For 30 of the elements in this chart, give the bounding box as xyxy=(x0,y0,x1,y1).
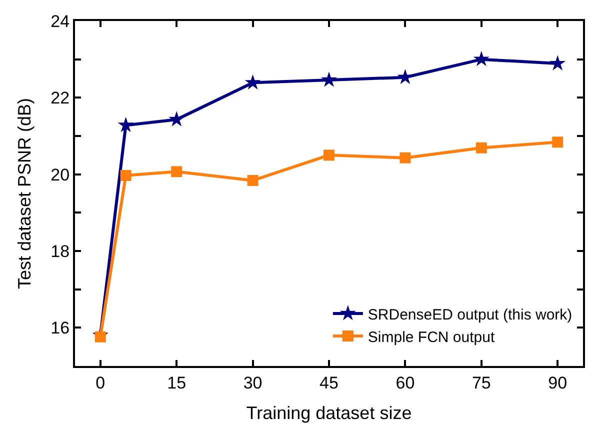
point xyxy=(324,150,334,161)
x-tick-label: 90 xyxy=(548,373,568,392)
point xyxy=(118,116,134,132)
y-tick-label: 22 xyxy=(50,88,70,108)
x-tick-label: 75 xyxy=(472,373,491,392)
point xyxy=(476,142,487,154)
point xyxy=(94,331,106,342)
x-tick-label: 30 xyxy=(243,373,262,392)
point xyxy=(120,170,132,181)
y-tick-label: 16 xyxy=(50,318,70,338)
point xyxy=(321,72,337,87)
y-tick-label: 18 xyxy=(50,242,70,261)
y-axis-title: Test dataset PSNR (dB) xyxy=(14,98,34,290)
x-axis-title: Training dataset size xyxy=(246,403,412,423)
x-tick-label: 60 xyxy=(396,373,415,392)
legend-label: SRDenseED output (this work) xyxy=(368,306,572,324)
point xyxy=(552,136,564,148)
x-tick-label: 45 xyxy=(320,373,338,392)
point xyxy=(550,55,566,70)
y-tick-label: 24 xyxy=(50,12,70,31)
point xyxy=(171,166,182,178)
legend-label: Simple FCN output xyxy=(368,328,496,346)
y-tick-label: 20 xyxy=(50,165,70,184)
x-tick-label: 0 xyxy=(96,373,106,392)
x-tick-label: 15 xyxy=(167,373,186,392)
point xyxy=(247,174,258,186)
point xyxy=(244,74,261,90)
point xyxy=(168,111,185,126)
point xyxy=(473,50,490,66)
point xyxy=(400,152,411,164)
